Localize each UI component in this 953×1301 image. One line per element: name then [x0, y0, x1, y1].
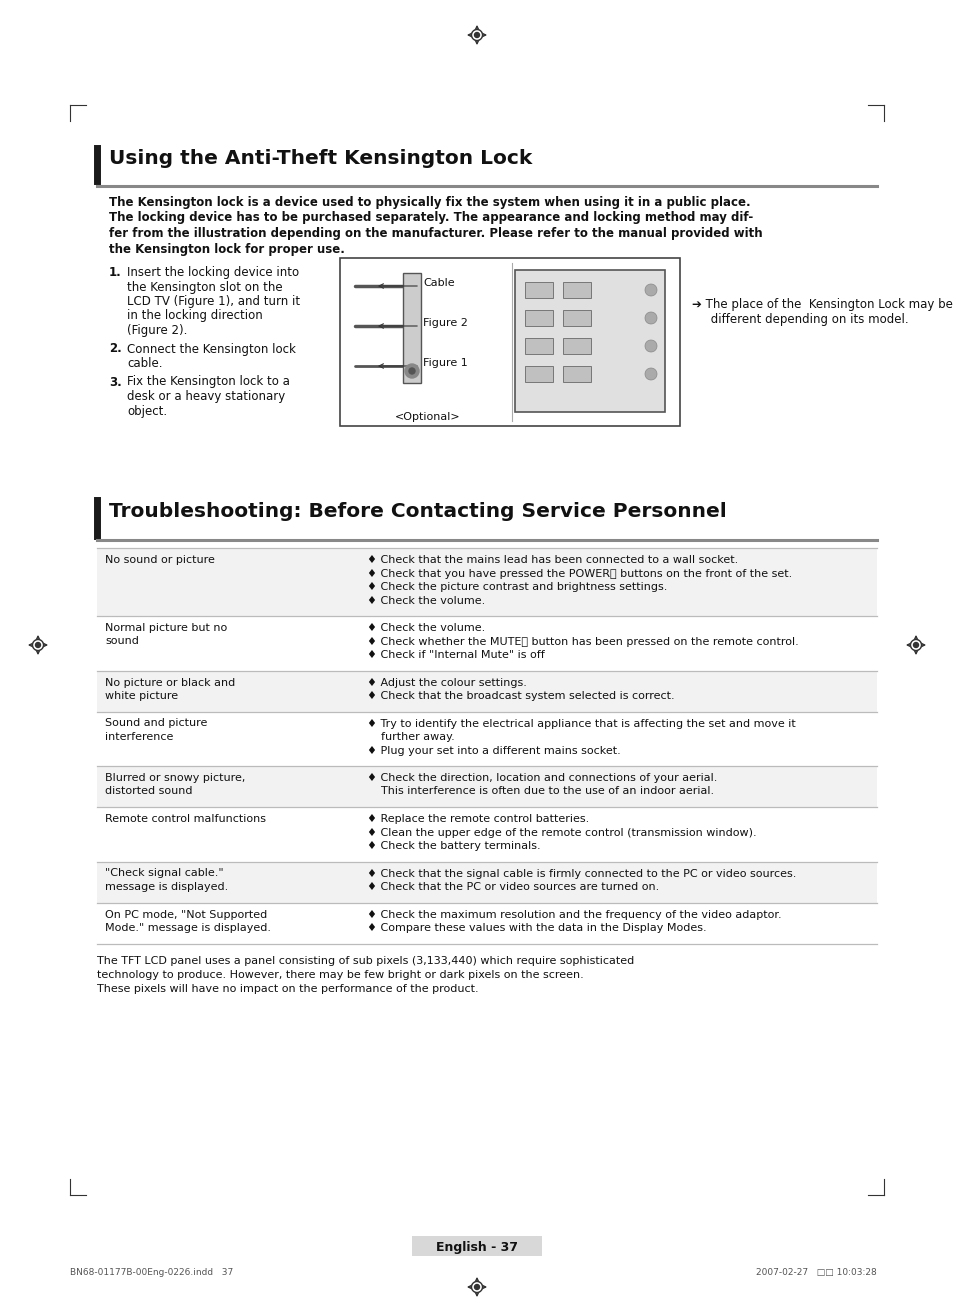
Text: in the locking direction: in the locking direction [127, 310, 262, 323]
Text: ♦ Check if "Internal Mute" is off: ♦ Check if "Internal Mute" is off [367, 650, 544, 660]
Text: Mode." message is displayed.: Mode." message is displayed. [105, 922, 271, 933]
Circle shape [405, 364, 418, 379]
Text: ♦ Check that the broadcast system selected is correct.: ♦ Check that the broadcast system select… [367, 691, 674, 701]
Text: On PC mode, "Not Supported: On PC mode, "Not Supported [105, 909, 267, 920]
Text: The Kensington lock is a device used to physically fix the system when using it : The Kensington lock is a device used to … [109, 196, 750, 209]
Bar [562, 310, 590, 327]
Text: ♦ Check that you have pressed the POWER⏻ buttons on the front of the set.: ♦ Check that you have pressed the POWER⏻… [367, 569, 791, 579]
Text: Remote control malfunctions: Remote control malfunctions [105, 814, 266, 824]
Text: interference: interference [105, 732, 173, 742]
Text: "Check signal cable.": "Check signal cable." [105, 869, 223, 878]
Bar [524, 366, 553, 382]
Text: ♦ Check the picture contrast and brightness settings.: ♦ Check the picture contrast and brightn… [367, 582, 667, 592]
Text: LCD TV (Figure 1), and turn it: LCD TV (Figure 1), and turn it [127, 295, 300, 308]
Bar [515, 271, 664, 412]
Text: Using the Anti-Theft Kensington Lock: Using the Anti-Theft Kensington Lock [109, 150, 532, 168]
Text: further away.: further away. [367, 732, 455, 742]
Circle shape [913, 643, 918, 648]
Text: technology to produce. However, there may be few bright or dark pixels on the sc: technology to produce. However, there ma… [97, 971, 583, 980]
Text: ♦ Check the maximum resolution and the frequency of the video adaptor.: ♦ Check the maximum resolution and the f… [367, 909, 781, 920]
Text: Normal picture but no: Normal picture but no [105, 623, 227, 634]
Text: 3.: 3. [109, 376, 122, 389]
Bar [97, 861, 876, 903]
Bar [97, 807, 876, 861]
Text: (Figure 2).: (Figure 2). [127, 324, 187, 337]
Text: Troubleshooting: Before Contacting Service Personnel: Troubleshooting: Before Contacting Servi… [109, 502, 726, 520]
Text: ♦ Check the direction, location and connections of your aerial.: ♦ Check the direction, location and conn… [367, 773, 717, 783]
Text: ♦ Plug your set into a different mains socket.: ♦ Plug your set into a different mains s… [367, 745, 620, 756]
Text: ♦ Check that the PC or video sources are turned on.: ♦ Check that the PC or video sources are… [367, 882, 659, 892]
Text: Sound and picture: Sound and picture [105, 718, 207, 729]
Text: The locking device has to be purchased separately. The appearance and locking me: The locking device has to be purchased s… [109, 212, 753, 225]
Bar [339, 258, 679, 425]
Text: ➔ The place of the  Kensington Lock may be
     different depending on its model: ➔ The place of the Kensington Lock may b… [691, 298, 952, 327]
Circle shape [644, 312, 657, 324]
Bar [402, 273, 420, 382]
Text: Fix the Kensington lock to a: Fix the Kensington lock to a [127, 376, 290, 389]
Text: desk or a heavy stationary: desk or a heavy stationary [127, 390, 285, 403]
Text: Cable: Cable [422, 278, 455, 288]
Text: 2007-02-27   □□ 10:03:28: 2007-02-27 □□ 10:03:28 [756, 1268, 876, 1278]
Text: fer from the illustration depending on the manufacturer. Please refer to the man: fer from the illustration depending on t… [109, 226, 761, 239]
Text: cable.: cable. [127, 356, 162, 369]
Circle shape [471, 30, 482, 40]
Text: BN68-01177B-00Eng-0226.indd   37: BN68-01177B-00Eng-0226.indd 37 [70, 1268, 233, 1278]
Text: the Kensington slot on the: the Kensington slot on the [127, 281, 282, 294]
Bar [524, 338, 553, 354]
Circle shape [644, 340, 657, 353]
Text: These pixels will have no impact on the performance of the product.: These pixels will have no impact on the … [97, 985, 478, 994]
Text: ♦ Check that the mains lead has been connected to a wall socket.: ♦ Check that the mains lead has been con… [367, 556, 738, 565]
Text: Figure 2: Figure 2 [422, 317, 467, 328]
Bar [97, 903, 876, 943]
Text: 2.: 2. [109, 342, 122, 355]
Circle shape [409, 368, 415, 373]
Text: English - 37: English - 37 [436, 1240, 517, 1253]
Circle shape [32, 640, 44, 650]
Circle shape [471, 1281, 482, 1292]
Text: ♦ Check whether the MUTE🔇 button has been pressed on the remote control.: ♦ Check whether the MUTE🔇 button has bee… [367, 636, 798, 647]
Text: sound: sound [105, 636, 139, 647]
Text: ♦ Replace the remote control batteries.: ♦ Replace the remote control batteries. [367, 814, 589, 824]
Text: Figure 1: Figure 1 [422, 358, 467, 368]
Bar [97, 615, 876, 670]
Bar [97, 548, 876, 615]
Circle shape [474, 33, 479, 38]
Text: ♦ Clean the upper edge of the remote control (transmission window).: ♦ Clean the upper edge of the remote con… [367, 827, 756, 838]
Text: object.: object. [127, 405, 167, 418]
Bar [412, 1236, 541, 1255]
Circle shape [644, 368, 657, 380]
Text: The TFT LCD panel uses a panel consisting of sub pixels (3,133,440) which requir: The TFT LCD panel uses a panel consistin… [97, 955, 634, 965]
Text: This interference is often due to the use of an indoor aerial.: This interference is often due to the us… [367, 787, 714, 796]
Text: <Optional>: <Optional> [395, 412, 460, 422]
Text: white picture: white picture [105, 691, 178, 701]
Text: the Kensington lock for proper use.: the Kensington lock for proper use. [109, 242, 345, 255]
Bar [562, 366, 590, 382]
Bar [562, 338, 590, 354]
Text: Blurred or snowy picture,: Blurred or snowy picture, [105, 773, 245, 783]
Circle shape [474, 1284, 479, 1289]
Bar [524, 282, 553, 298]
Text: ♦ Try to identify the electrical appliance that is affecting the set and move it: ♦ Try to identify the electrical applian… [367, 718, 795, 729]
Text: ♦ Check the battery terminals.: ♦ Check the battery terminals. [367, 840, 540, 851]
Circle shape [35, 643, 40, 648]
Text: No picture or black and: No picture or black and [105, 678, 235, 687]
Text: Connect the Kensington lock: Connect the Kensington lock [127, 342, 295, 355]
Text: ♦ Check the volume.: ♦ Check the volume. [367, 596, 485, 605]
Bar [97, 712, 876, 766]
Circle shape [644, 284, 657, 297]
Text: ♦ Check that the signal cable is firmly connected to the PC or video sources.: ♦ Check that the signal cable is firmly … [367, 869, 796, 878]
Text: ♦ Check the volume.: ♦ Check the volume. [367, 623, 485, 634]
Circle shape [909, 640, 921, 650]
Bar [562, 282, 590, 298]
Text: Insert the locking device into: Insert the locking device into [127, 265, 299, 278]
Text: ♦ Compare these values with the data in the Display Modes.: ♦ Compare these values with the data in … [367, 922, 706, 933]
Bar [97, 766, 876, 807]
Bar [524, 310, 553, 327]
Text: message is displayed.: message is displayed. [105, 882, 228, 892]
Text: distorted sound: distorted sound [105, 787, 193, 796]
Bar [97, 670, 876, 712]
Text: 1.: 1. [109, 265, 122, 278]
Text: ♦ Adjust the colour settings.: ♦ Adjust the colour settings. [367, 678, 526, 687]
Text: No sound or picture: No sound or picture [105, 556, 214, 565]
